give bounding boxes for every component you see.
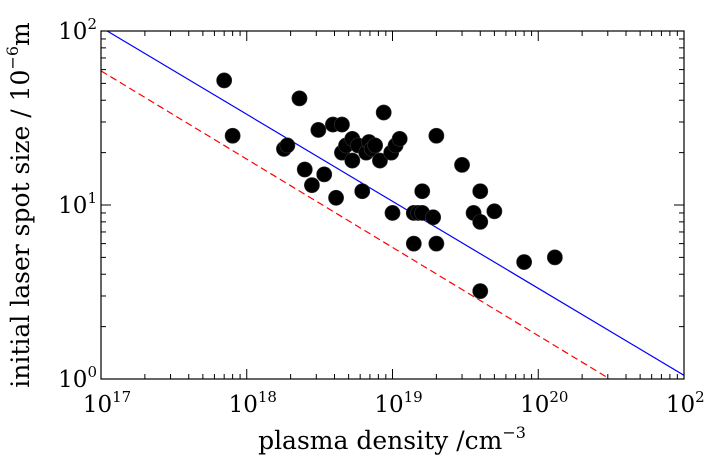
x-tick-label-base: 10 [520,392,549,418]
data-point [279,137,296,154]
reference-lines [101,31,684,379]
data-point [224,127,241,144]
plot-area [101,31,684,379]
x-tick-label: 1020 [520,388,568,418]
data-point [516,254,533,270]
x-tick-label-exponent: 18 [258,388,277,406]
y-tick-label: 102 [58,15,97,45]
plot-frame [100,30,685,380]
x-tick-label: 1019 [374,388,422,418]
x-tick-label-exponent: 19 [404,388,423,406]
dashed-reference-line [101,70,611,379]
y-tick-label-base: 10 [58,193,87,219]
y-tick-label-base: 10 [58,367,87,393]
data-point [391,130,408,147]
data-point [375,104,392,121]
x-tick-label-base: 10 [83,392,112,418]
data-point [486,203,503,220]
solid-reference-line [106,31,684,376]
axis-ticks [101,31,684,379]
x-tick-label-base: 10 [666,392,695,418]
y-tick-label-base: 10 [58,19,87,45]
y-tick-label-exponent: 0 [87,363,97,381]
data-point [367,137,384,154]
x-axis-label-text: plasma density /cm [258,426,503,455]
data-point [310,122,327,138]
data-point [428,127,445,144]
data-point [384,205,401,221]
x-tick-label-base: 10 [374,392,403,418]
data-point [472,283,489,300]
data-point [216,72,233,89]
y-axis-label-suffix: m [6,22,35,46]
data-point [296,161,313,178]
data-point [334,116,350,133]
y-tick-label-exponent: 1 [87,189,97,207]
y-tick-label: 101 [58,189,97,219]
y-axis-label-text: initial laser spot size / 10 [6,70,35,388]
data-point [316,166,333,183]
x-tick-label-exponent: 20 [549,388,568,406]
data-point [304,177,320,194]
tick-labels: 10171018101910201021100101102 [58,15,706,418]
data-point [454,157,470,173]
y-axis-label-sup: −6 [3,46,22,70]
x-tick-label-exponent: 17 [112,388,131,406]
data-point [428,235,445,252]
data-point [328,189,344,206]
data-point [291,90,308,107]
x-tick-label: 1017 [83,388,131,418]
data-point [405,235,422,252]
data-point [472,213,489,230]
data-point [546,249,563,266]
data-point [414,183,431,200]
y-tick-label: 100 [58,363,97,393]
data-point [344,152,361,169]
x-axis-label: plasma density /cm−3 [258,423,526,455]
data-point [354,183,371,200]
x-tick-label-exponent: 21 [695,388,706,406]
y-tick-label-exponent: 2 [87,15,97,33]
data-points [216,72,563,300]
data-point [472,183,489,200]
y-axis-label: initial laser spot size / 10−6m [3,22,35,388]
x-axis-label-sup: −3 [502,423,526,442]
data-point [425,209,442,226]
x-tick-label: 1018 [229,388,277,418]
data-point [372,152,388,169]
x-tick-label-base: 10 [229,392,258,418]
